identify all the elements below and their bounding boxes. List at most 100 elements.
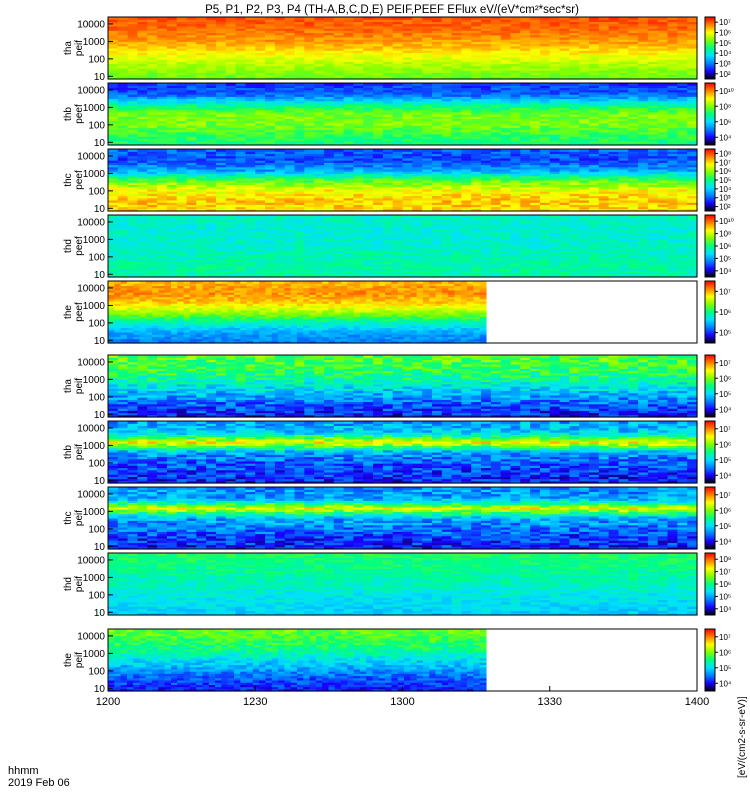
y-tick-label: 10000	[77, 283, 105, 294]
y-tick-label: 10000	[77, 423, 105, 434]
colorbar-tick-label: 10⁴	[719, 679, 732, 688]
y-tick-label: 100	[88, 458, 105, 469]
colorbar-tick-label: 10⁴	[719, 267, 732, 276]
panel-the-peif: the peif 10 100 1000 10000 10⁴ 10⁵ 10⁶ 10⁷	[63, 628, 732, 695]
colorbar-tick-label: 10⁴	[719, 49, 732, 58]
panel-product-label: peef	[74, 302, 85, 322]
y-tick-label: 1000	[83, 235, 106, 246]
panel-product-label: peif	[74, 576, 85, 592]
y-tick-label: 1000	[83, 301, 106, 312]
spectrogram-cells	[108, 355, 698, 418]
colorbar-tick-label: 10⁶	[719, 242, 731, 251]
colorbar-tick-label: 10⁷	[719, 359, 731, 368]
colorbar-tick-label: 10⁷	[719, 18, 731, 27]
x-tick-label: 1330	[538, 696, 562, 708]
colorbar-tick-label: 10⁴	[719, 605, 732, 614]
colorbar-tick-label: 10⁵	[719, 390, 731, 399]
panel-product-label: peef	[74, 170, 85, 190]
y-tick-label: 10	[94, 608, 106, 619]
colorbar-tick-label: 10⁵	[719, 254, 731, 263]
colorbar	[704, 16, 716, 80]
colorbar	[704, 82, 716, 146]
spectrogram-cells	[108, 215, 698, 278]
chart-title: P5, P1, P2, P3, P4 (TH-A,B,C,D,E) PEIF,P…	[205, 4, 579, 16]
colorbar	[704, 420, 716, 484]
panel-thc-peif: thc peif 10 100 1000 10000 10⁴ 10⁵ 10⁶ 10⁷	[63, 486, 732, 553]
colorbar-tick-label: 10⁶	[719, 648, 731, 657]
colorbar-tick-label: 10⁵	[719, 456, 731, 465]
colorbar-tick-label: 10⁶	[719, 29, 731, 38]
panel-tha-peif: tha peif 10 100 1000 10000 10⁴ 10⁵ 10⁶ 10⁷	[63, 354, 732, 421]
colorbar-tick-label: 10⁴	[719, 537, 732, 546]
y-tick-label: 1000	[83, 649, 106, 660]
y-tick-label: 100	[88, 120, 105, 131]
colorbar	[704, 628, 716, 692]
colorbar	[704, 552, 716, 616]
x-axis: 1200 1230 1300 1330 1400	[96, 686, 709, 708]
y-tick-label: 10	[94, 138, 106, 149]
colorbar-tick-label: 10⁴	[719, 185, 732, 194]
colorbar-tick-label: 10⁴	[719, 471, 732, 480]
colorbar	[704, 214, 716, 278]
panel-thc-peef: thc peef 10 100 1000 10000 10²10³10⁴10⁵10⁶10⁷1…	[63, 148, 732, 215]
panel-probe-label: thb	[63, 445, 74, 459]
y-tick-label: 1000	[83, 103, 106, 114]
colorbar	[704, 148, 716, 212]
y-tick-label: 10	[94, 204, 106, 215]
panel-probe-label: thc	[63, 511, 74, 524]
colorbar-tick-label: 10⁶	[719, 506, 731, 515]
spectrogram-cells	[108, 83, 698, 146]
panels-layer: tha peif1010010001000010²10³10⁴10⁵10⁶10⁷t…	[63, 16, 734, 695]
y-tick-label: 10000	[77, 489, 105, 500]
y-tick-label: 1000	[83, 573, 106, 584]
y-tick-label: 10000	[77, 85, 105, 96]
y-tick-label: 100	[88, 392, 105, 403]
y-tick-label: 1000	[83, 507, 106, 518]
y-tick-label: 100	[88, 590, 105, 601]
date-label: 2019 Feb 06	[8, 777, 70, 789]
colorbar-tick-label: 10⁸	[719, 149, 731, 158]
y-tick-label: 1000	[83, 441, 106, 452]
y-tick-label: 100	[88, 54, 105, 65]
colorbar-tick-label: 10⁸	[719, 555, 731, 564]
panel-probe-label: thb	[63, 107, 74, 121]
colorbar-tick-label: 10³	[719, 60, 731, 69]
colorbar-tick-label: 10⁵	[719, 329, 731, 338]
panel-thd-peef: thd peef 10 100 1000 10000 10⁴ 10⁵ 10⁶ 10⁸ 10¹⁰	[63, 214, 734, 281]
colorbar-tick-label: 10⁷	[719, 633, 731, 642]
colorbar-tick-label: 10⁴	[719, 405, 732, 414]
y-tick-label: 10	[94, 410, 106, 421]
colorbar-tick-label: 10⁵	[719, 664, 731, 673]
panel-product-label: peef	[74, 104, 85, 124]
y-tick-label: 10000	[77, 19, 105, 30]
panel-product-label: peif	[74, 40, 85, 56]
panel-probe-label: thd	[63, 239, 74, 253]
colorbar-tick-label: 10⁸	[719, 102, 731, 111]
colorbar-tick-label: 10⁷	[719, 158, 731, 167]
y-tick-label: 10	[94, 684, 106, 695]
panel-product-label: peif	[74, 510, 85, 526]
colorbar-tick-label: 10¹⁰	[719, 87, 734, 96]
panel-thb-peif: thb peif 10 100 1000 10000 10⁴ 10⁵ 10⁶ 10⁷	[63, 420, 732, 487]
colorbar	[704, 354, 716, 418]
colorbar	[704, 280, 716, 344]
colorbar	[704, 486, 716, 550]
y-tick-label: 10000	[77, 357, 105, 368]
y-tick-label: 10	[94, 336, 106, 347]
colorbar-tick-label: 10⁷	[719, 425, 731, 434]
panel-probe-label: tha	[63, 379, 74, 393]
panel-probe-label: the	[63, 653, 74, 667]
panel-product-label: peef	[74, 236, 85, 256]
colorbar-tick-label: 10⁶	[719, 118, 731, 127]
panel-the-peef: the peef 10 100 1000 10000 10⁵ 10⁶ 10⁷	[63, 280, 731, 347]
panel-probe-label: tha	[63, 41, 74, 55]
spectrogram-cells	[108, 487, 698, 550]
panel-thb-peef: thb peef 10 100 1000 10000 10⁴ 10⁶ 10⁸ 10¹⁰	[63, 82, 734, 149]
colorbar-tick-label: 10⁶	[719, 580, 731, 589]
colorbar-tick-label: 10⁷	[719, 491, 731, 500]
colorbar-tick-label: 10⁴	[719, 133, 732, 142]
colorbar-tick-label: 10⁶	[719, 308, 731, 317]
colorbar-tick-label: 10¹⁰	[719, 217, 734, 226]
colorbar-tick-label: 10⁷	[719, 568, 731, 577]
